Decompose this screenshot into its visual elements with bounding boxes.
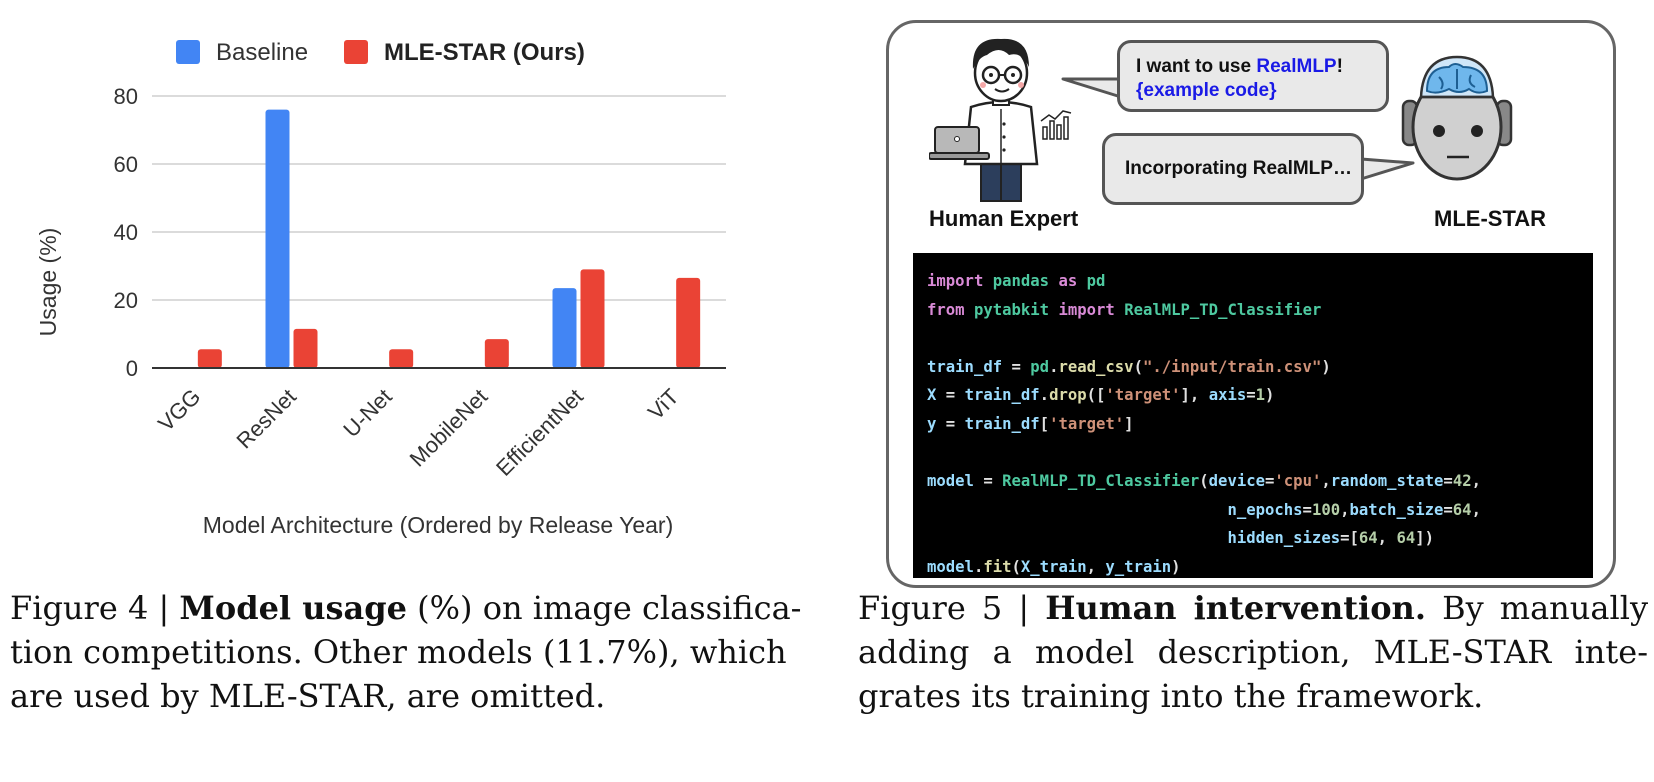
caption-bold-title: Human intervention. — [1045, 589, 1426, 627]
caption-text: tion competitions. Other models (11.7%),… — [10, 633, 787, 671]
caption-text: By manually — [1425, 589, 1649, 627]
x-tick-label: EfficientNet — [491, 384, 588, 481]
code-line: model = RealMLP_TD_Classifier(device='cp… — [927, 472, 1481, 491]
robot-brain-icon — [1401, 55, 1513, 181]
bubble-highlight: RealMLP — [1256, 56, 1337, 77]
y-tick-label: 0 — [126, 356, 138, 381]
bar-resnet-baseline — [265, 109, 290, 368]
code-line-blank — [927, 324, 1579, 353]
x-axis-label: Model Architecture (Ordered by Release Y… — [203, 512, 673, 538]
bubble-text: I want to use — [1136, 56, 1257, 77]
bar-resnet-mle-star — [293, 328, 318, 368]
code-line: import pandas as pd — [927, 272, 1106, 290]
expert-speech-bubble: I want to use RealMLP! {example code} — [1117, 40, 1389, 112]
x-tick-label: MobileNet — [405, 384, 493, 472]
bar-efficientnet-baseline — [552, 288, 577, 368]
usage-bar-chart: Baseline MLE-STAR (Ours) 0 20 40 60 80 VGG Res… — [35, 39, 726, 538]
chart-gridlines — [152, 95, 726, 369]
caption-text: (%) on image classifica- — [406, 589, 802, 627]
code-line: model.fit(X_train, y_train) — [927, 557, 1181, 576]
code-line: X = train_df.drop(['target'], axis=1) — [927, 386, 1275, 405]
caption-text: are used by MLE-STAR, are omitted. — [10, 677, 606, 715]
code-line: n_epochs=100,batch_size=64, — [1227, 500, 1481, 519]
caption-prefix: Figure 5 | — [858, 589, 1046, 627]
legend-swatch — [344, 40, 368, 64]
bubble-text: ! — [1336, 56, 1343, 77]
code-line: y = train_df['target'] — [927, 414, 1134, 433]
y-tick-label: 60 — [114, 152, 138, 177]
x-tick-label: U-Net — [338, 384, 396, 442]
mle-speech-bubble: Incorporating RealMLP… — [1102, 133, 1364, 205]
caption-text: adding a model description, MLE-STAR int… — [858, 633, 1648, 671]
code-line: train_df = pd.read_csv("./input/train.cs… — [927, 357, 1331, 376]
legend-swatch — [176, 40, 200, 64]
x-tick-label: ResNet — [231, 384, 301, 454]
figure-5-diagram: I want to use RealMLP! {example code} In… — [886, 20, 1616, 588]
y-tick-label: 40 — [114, 220, 138, 245]
y-axis-label: Usage (%) — [35, 228, 61, 337]
caption-bold-title: Model usage — [179, 589, 407, 627]
code-line: from pytabkit import RealMLP_TD_Classifi… — [927, 300, 1322, 319]
mle-star-label: MLE-STAR — [1434, 206, 1547, 231]
y-tick-label: 80 — [114, 84, 138, 109]
figure-4-caption: Figure 4 | Model usage (%) on image clas… — [10, 586, 802, 718]
chart-legend: Baseline MLE-STAR (Ours) — [176, 39, 585, 66]
bar-u-net-mle-star — [389, 349, 414, 368]
legend-label: MLE-STAR (Ours) — [384, 39, 585, 66]
code-line: hidden_sizes=[64, 64]) — [1227, 529, 1435, 548]
caption-text: grates its training into the framework. — [858, 677, 1484, 715]
legend-label: Baseline — [216, 39, 308, 66]
y-axis-ticks: 0 20 40 60 80 — [114, 84, 138, 381]
y-tick-label: 20 — [114, 288, 138, 313]
code-line-blank — [927, 439, 1579, 468]
chart-bars — [152, 109, 726, 369]
x-tick-label: ViT — [643, 384, 684, 425]
bubble-highlight: {example code} — [1136, 80, 1277, 101]
bar-vit-mle-star — [676, 277, 701, 368]
bar-vgg-mle-star — [197, 349, 222, 368]
code-block: import pandas as pd from pytabkit import… — [913, 253, 1593, 578]
human-expert-icon — [929, 38, 1072, 202]
caption-prefix: Figure 4 | — [10, 589, 180, 627]
figure-5-caption: Figure 5 | Human intervention. By manual… — [858, 586, 1648, 718]
bar-mobilenet-mle-star — [484, 339, 509, 368]
x-tick-label: VGG — [153, 384, 205, 436]
bar-efficientnet-mle-star — [580, 269, 605, 368]
human-expert-label: Human Expert — [929, 206, 1079, 231]
figure-4-chart: Baseline MLE-STAR (Ours) 0 20 40 60 80 VGG Res… — [0, 0, 800, 600]
